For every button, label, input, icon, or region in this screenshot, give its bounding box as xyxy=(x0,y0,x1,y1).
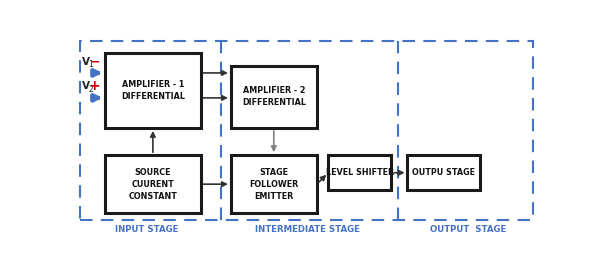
Text: DIFFERENTIAL: DIFFERENTIAL xyxy=(121,92,185,101)
Bar xyxy=(80,41,533,220)
Text: AMPLIFIER - 1: AMPLIFIER - 1 xyxy=(122,80,184,89)
Bar xyxy=(105,155,200,213)
Text: 1: 1 xyxy=(88,60,93,69)
Text: AMPLIFIER - 2: AMPLIFIER - 2 xyxy=(242,86,305,95)
Text: OUTPU STAGE: OUTPU STAGE xyxy=(412,168,475,177)
Text: CUURENT: CUURENT xyxy=(131,180,174,189)
Text: 2: 2 xyxy=(88,85,93,94)
Text: LEVEL SHIFTER: LEVEL SHIFTER xyxy=(326,168,394,177)
Text: STAGE: STAGE xyxy=(259,168,288,177)
Bar xyxy=(328,155,391,190)
Text: CONSTANT: CONSTANT xyxy=(128,192,178,201)
Text: FOLLOWER: FOLLOWER xyxy=(249,180,298,189)
Text: OUTPUT  STAGE: OUTPUT STAGE xyxy=(430,225,506,234)
Text: EMITTER: EMITTER xyxy=(254,192,293,201)
Bar xyxy=(105,53,200,128)
Text: DIFFERENTIAL: DIFFERENTIAL xyxy=(242,98,306,107)
Text: INPUT STAGE: INPUT STAGE xyxy=(115,225,179,234)
Text: −: − xyxy=(89,55,100,68)
Bar xyxy=(231,155,317,213)
Text: V: V xyxy=(82,82,90,92)
Text: INTERMEDIATE STAGE: INTERMEDIATE STAGE xyxy=(255,225,360,234)
Text: SOURCE: SOURCE xyxy=(134,168,171,177)
Text: +: + xyxy=(89,79,100,93)
Bar xyxy=(407,155,479,190)
Text: V: V xyxy=(82,56,90,66)
Bar xyxy=(231,66,317,128)
